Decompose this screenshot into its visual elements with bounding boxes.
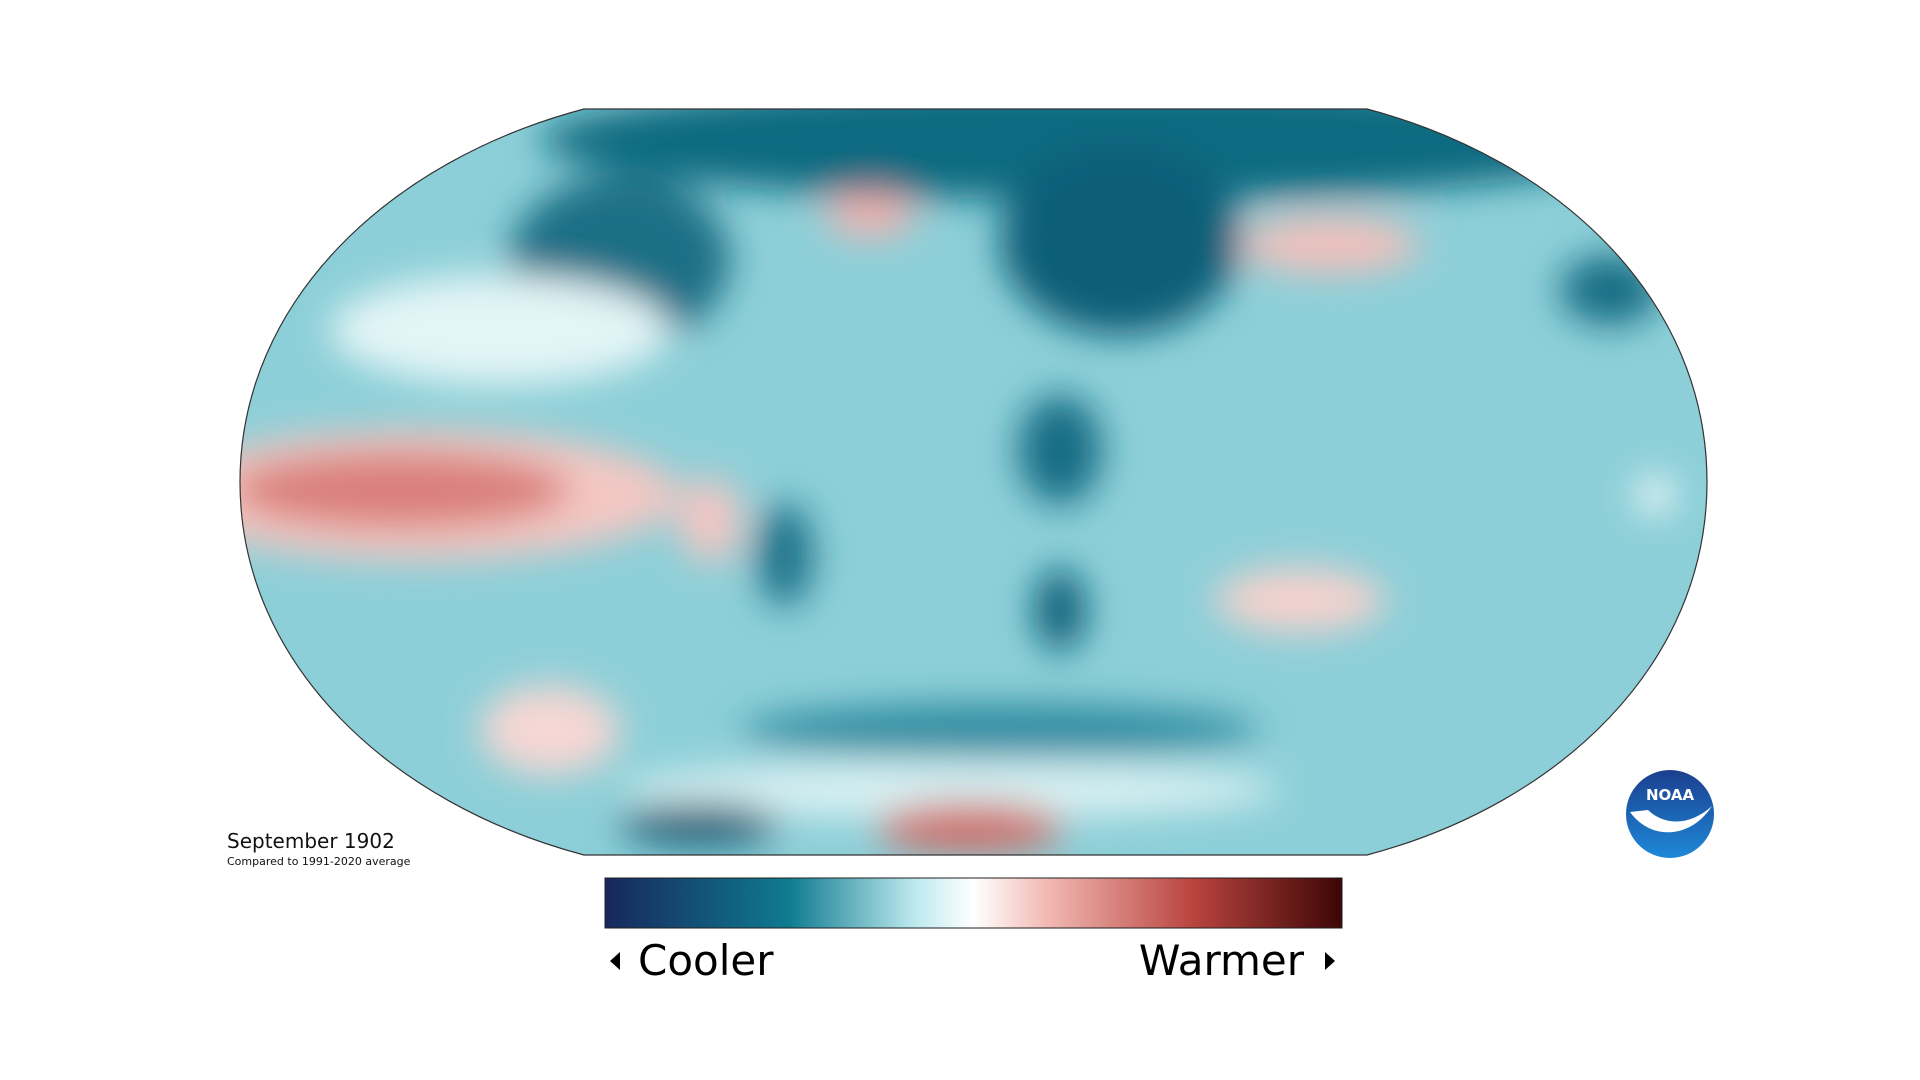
anomaly-map xyxy=(240,109,1707,855)
color-bar xyxy=(604,877,1343,929)
map-subtitle: Compared to 1991-2020 average xyxy=(227,855,411,868)
arrow-right xyxy=(1325,952,1335,970)
logo-gull xyxy=(1630,806,1712,833)
legend-high-label: Warmer xyxy=(1139,936,1305,985)
map-outline xyxy=(239,108,1708,856)
map-title: September 1902 xyxy=(227,829,395,853)
logo-text: NOAA xyxy=(1646,786,1695,804)
noaa-logo: NOAA xyxy=(1626,770,1714,858)
arrow-left xyxy=(610,952,620,970)
logo-disc xyxy=(1626,770,1714,858)
legend-low-label: Cooler xyxy=(638,936,774,985)
